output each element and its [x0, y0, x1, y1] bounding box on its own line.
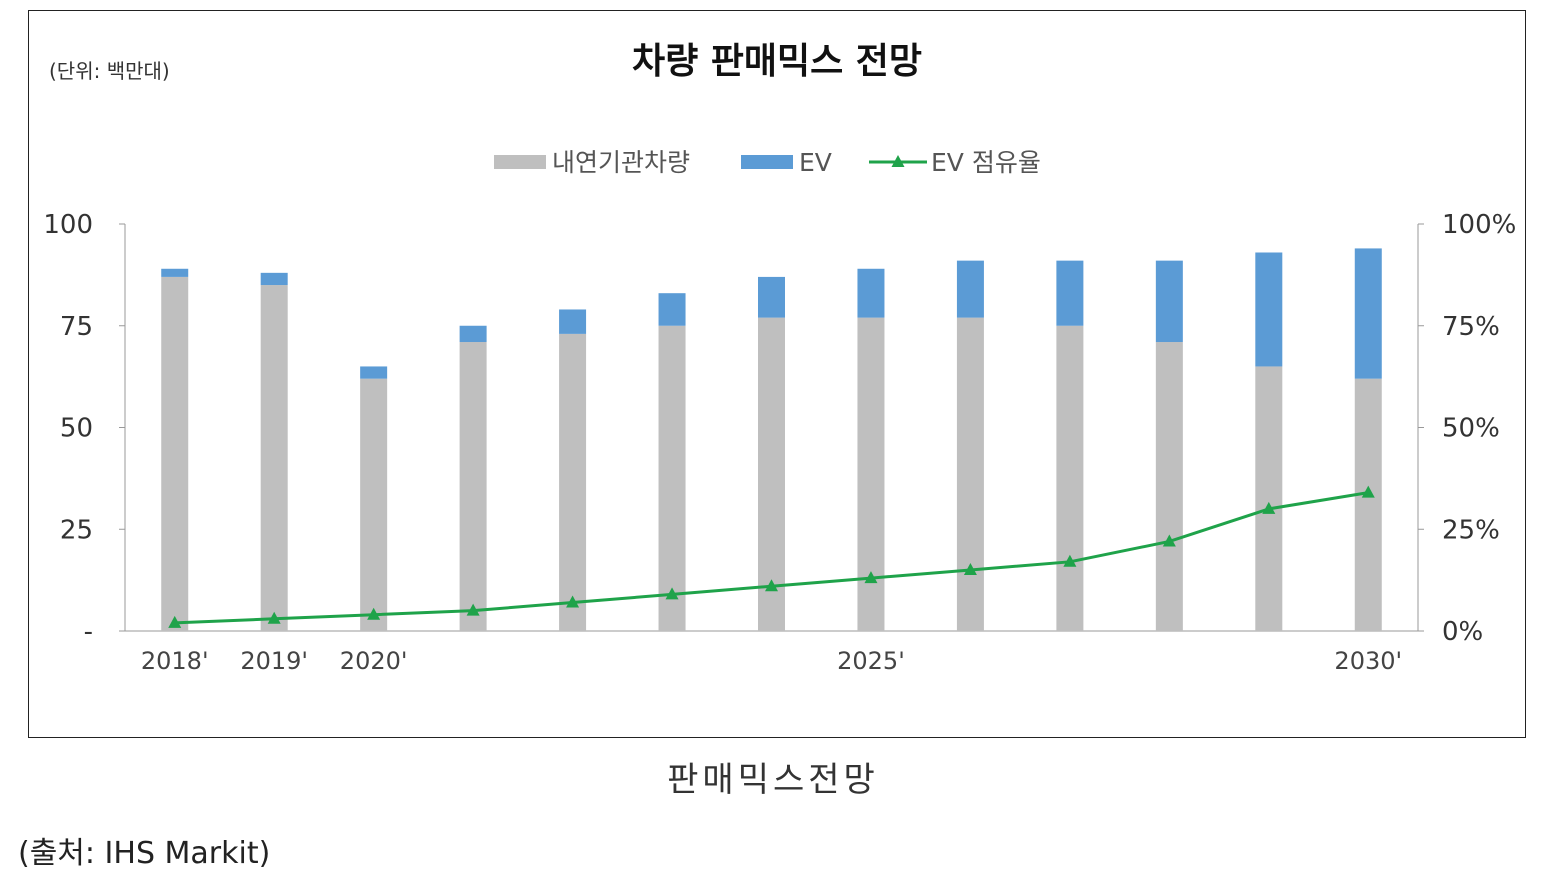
y-left-tick-label: 50: [60, 414, 93, 444]
x-tick-label: 2019': [240, 647, 308, 675]
share-point: [1162, 534, 1176, 547]
bar-ev: [1056, 260, 1084, 326]
share-point: [168, 615, 182, 628]
x-tick-label: 2025': [837, 647, 905, 675]
bar-ev: [260, 272, 288, 286]
bar-ice: [559, 333, 587, 631]
bar-ice: [161, 276, 189, 631]
bar-ev: [1255, 252, 1283, 367]
share-point: [1063, 554, 1077, 567]
bar-ev: [857, 268, 885, 318]
share-point: [566, 595, 580, 608]
chart-frame: (단위: 백만대) 차량 판매믹스 전망 내연기관차량 EV EV 점유율 - 25 5…: [28, 10, 1526, 738]
x-tick-label: 2018': [141, 647, 209, 675]
share-point: [765, 579, 778, 592]
share-point: [864, 571, 878, 584]
bar-ev: [758, 276, 785, 318]
share-point: [267, 611, 281, 624]
share-point: [1361, 485, 1375, 498]
bar-ice: [459, 342, 487, 631]
bar-ev: [360, 366, 388, 379]
y-right-tick-label: 25%: [1442, 515, 1500, 545]
legend-label-ice: 내연기관차량: [552, 148, 690, 177]
x-tick-label: 2030': [1334, 647, 1402, 675]
bar-ice: [1354, 378, 1382, 631]
y-right-tick-label: 0%: [1442, 617, 1483, 647]
bar-ice: [1155, 342, 1183, 631]
y-right-tick-label: 100%: [1442, 210, 1516, 240]
y-right-tick-label: 50%: [1442, 414, 1500, 444]
share-line: [168, 485, 1375, 628]
legend: 내연기관차량 EV EV 점유율: [494, 148, 1041, 177]
bar-ev: [658, 293, 686, 326]
bar-ice: [956, 317, 984, 631]
legend-label-share: EV 점유율: [931, 148, 1041, 177]
chart-title: 차량 판매믹스 전망: [632, 41, 922, 82]
y-left-tick-label: 75: [60, 312, 93, 342]
bar-ice: [658, 325, 686, 631]
bar-ev: [1354, 248, 1382, 379]
bar-ice: [260, 285, 288, 631]
chart-unit-label: (단위: 백만대): [49, 59, 170, 83]
legend-marker-share: [891, 155, 905, 167]
share-point: [963, 562, 977, 575]
y-left-tick-label: -: [84, 617, 93, 647]
x-axis-ticks: 2018' 2019' 2020' 2025' 2030': [141, 647, 1402, 675]
y-left-tick-label: 25: [60, 515, 93, 545]
legend-label-ev: EV: [799, 148, 832, 177]
bar-ev: [1155, 260, 1183, 343]
bar-ice: [1255, 366, 1283, 631]
bar-ice: [857, 317, 885, 631]
bars: [161, 248, 1382, 631]
source-note: (출처: IHS Markit): [18, 836, 271, 871]
bar-ice: [1056, 325, 1084, 631]
bar-ev: [161, 268, 189, 277]
figure-caption: 판매믹스전망: [667, 760, 879, 800]
share-point: [1262, 501, 1276, 514]
share-point: [665, 587, 679, 600]
bar-ice: [758, 317, 785, 631]
legend-swatch-ev: [741, 155, 793, 169]
y-right-tick-label: 75%: [1442, 312, 1500, 342]
chart-svg: (단위: 백만대) 차량 판매믹스 전망 내연기관차량 EV EV 점유율 - 25 5…: [43, 41, 1516, 675]
share-point: [367, 607, 381, 620]
legend-swatch-ice: [494, 155, 546, 169]
share-point: [466, 603, 480, 616]
bar-ice: [360, 378, 388, 631]
x-tick-label: 2020': [340, 647, 408, 675]
axes: - 25 50 75 100 0% 25% 50% 75% 100%: [43, 210, 1516, 647]
bar-ev: [956, 260, 984, 318]
bar-ev: [459, 325, 487, 343]
y-left-tick-label: 100: [43, 210, 93, 240]
bar-ev: [559, 309, 587, 334]
